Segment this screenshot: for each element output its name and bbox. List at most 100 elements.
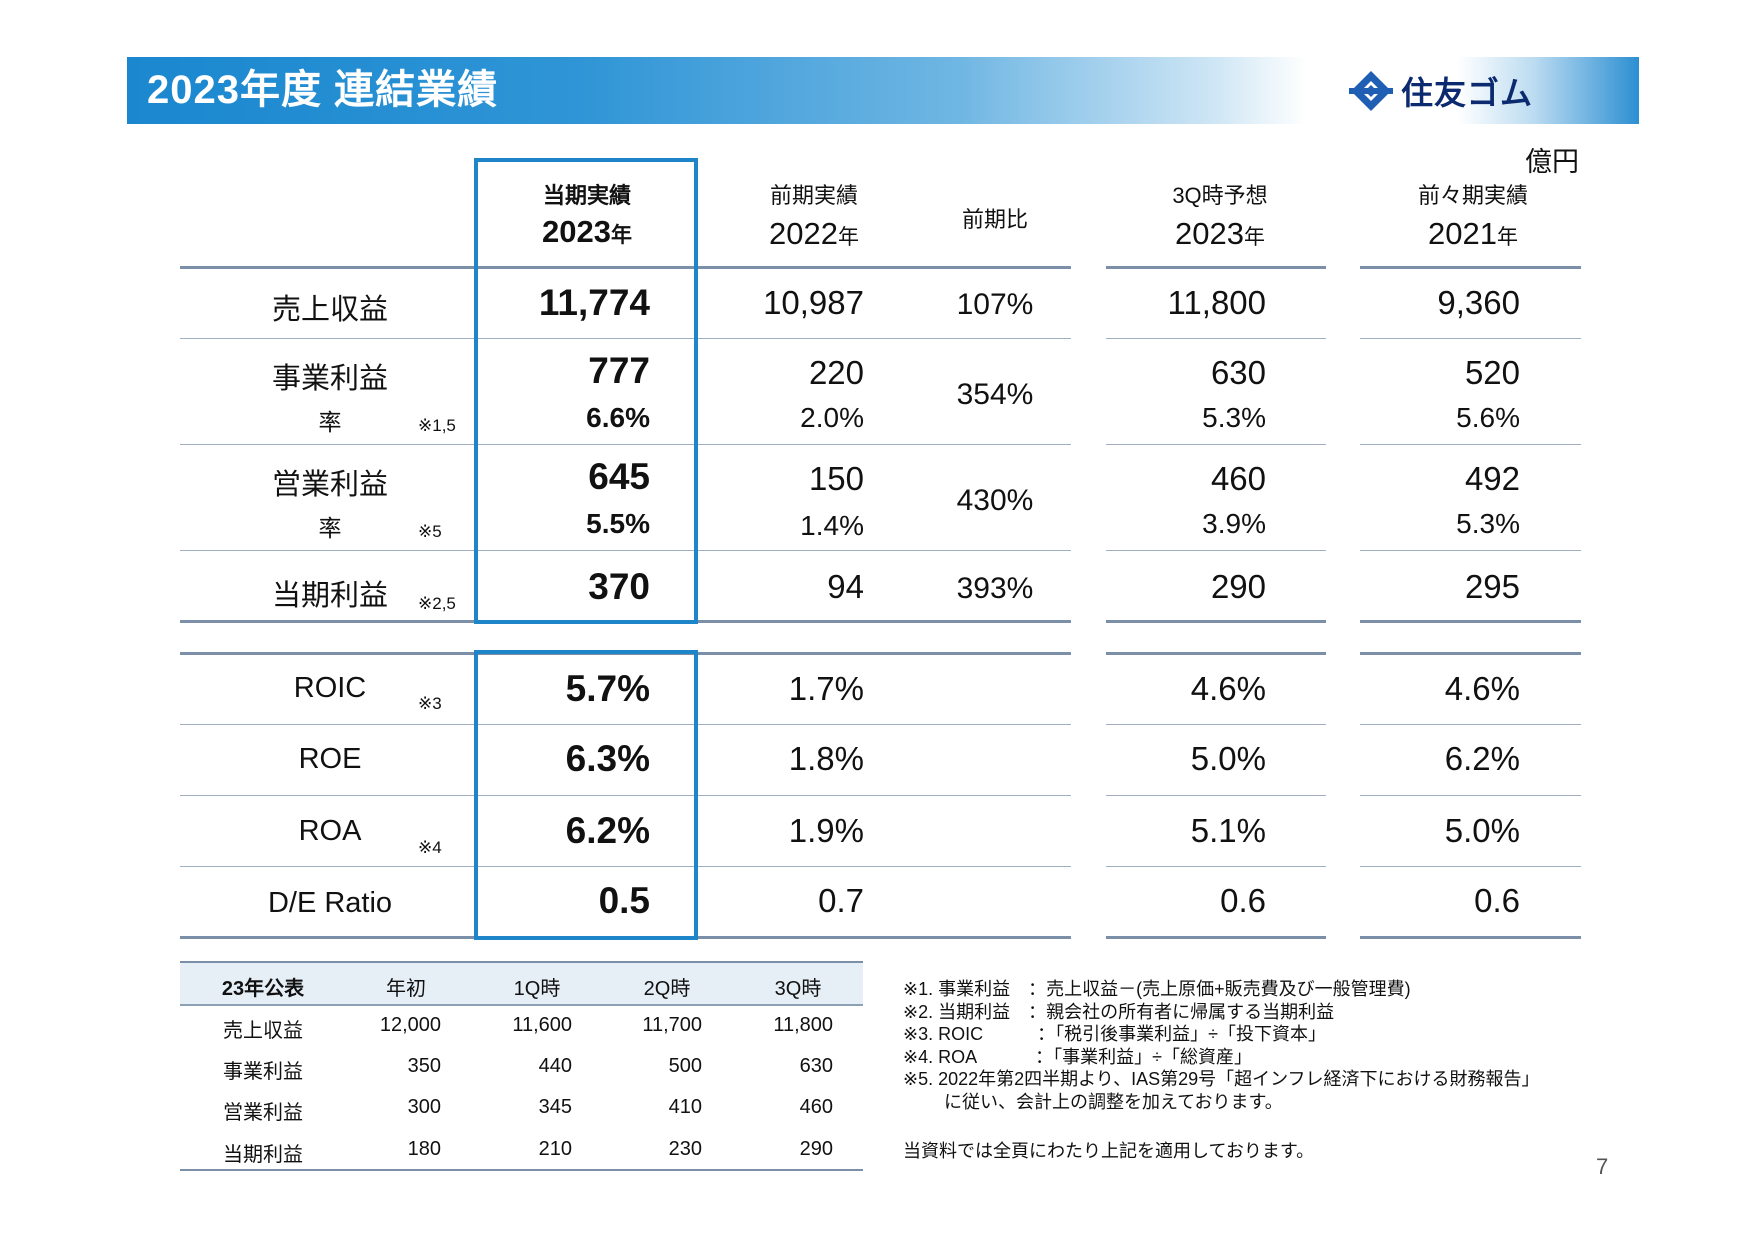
company-logo: 住友ゴム	[1349, 68, 1533, 113]
forecast-header-label: 23年公表	[221, 978, 305, 1000]
rule-ratio-1-2021	[1360, 724, 1581, 725]
forecast-cell: 345	[538, 1096, 572, 1118]
net-profit-current: 370	[588, 566, 650, 607]
current-ratio-highlight	[474, 650, 698, 940]
sumitomo-mark-icon	[1349, 70, 1393, 111]
forecast-table-header-bg	[180, 962, 863, 1004]
business-profit-rate-forecast: 5.3%	[1202, 402, 1266, 433]
row-label-operating-profit: 営業利益	[271, 469, 388, 501]
rule-ratio-top-2021	[1360, 652, 1581, 655]
logo-text: 住友ゴム	[1401, 74, 1534, 111]
rule-upper-bottom-3q	[1106, 620, 1326, 623]
header-banner: 2023年度 連結業績 住友ゴム	[127, 57, 1639, 124]
de-forecast: 0.6	[1220, 882, 1266, 919]
de-current: 0.5	[598, 880, 650, 921]
operating-profit-forecast: 460	[1210, 460, 1266, 497]
forecast-cell: 300	[407, 1096, 441, 1118]
business-profit-rate-current: 6.6%	[586, 402, 650, 433]
operating-profit-prev: 150	[808, 460, 864, 497]
forecast-cell: 630	[799, 1055, 833, 1077]
rule-row-3-3q	[1106, 550, 1326, 551]
revenue-yoy: 107%	[956, 288, 1034, 321]
col-header-prev2: 前々期実績	[1417, 183, 1528, 208]
ratio-label-roic: ROIC	[293, 672, 367, 704]
forecast-header-3q: 3Q時	[774, 978, 822, 1000]
business-profit-yoy: 354%	[956, 378, 1034, 411]
forecast-row-label: 売上収益	[223, 1020, 303, 1042]
forecast-cell: 290	[799, 1138, 833, 1160]
forecast-rule-top	[180, 961, 863, 963]
forecast-cell: 11,600	[512, 1014, 572, 1036]
roa-current: 6.2%	[565, 810, 650, 851]
forecast-rule-bottom	[180, 1169, 863, 1171]
note-business-profit: ※1,5	[418, 416, 456, 435]
operating-profit-prev2: 492	[1464, 460, 1520, 497]
forecast-cell: 350	[407, 1055, 441, 1077]
col-year-prev: 2022年	[769, 216, 859, 251]
forecast-header-2q: 2Q時	[643, 978, 691, 1000]
rule-ratio-1-3q	[1106, 724, 1326, 725]
rule-ratio-3	[180, 866, 1071, 867]
forecast-cell: 180	[407, 1138, 441, 1160]
forecast-cell: 440	[538, 1055, 572, 1077]
forecast-cell: 500	[668, 1055, 702, 1077]
row-label-net-profit: 当期利益	[271, 580, 388, 612]
forecast-header-start: 年初	[386, 978, 426, 1000]
business-profit-forecast: 630	[1210, 354, 1266, 391]
col-header-forecast: 3Q時予想	[1172, 183, 1268, 208]
ratio-label-roe: ROE	[298, 743, 362, 775]
col-header-prev: 前期実績	[769, 183, 858, 208]
footnote: ※2. 当期利益 ：親会社の所有者に帰属する当期利益	[903, 1001, 1335, 1022]
forecast-cell: 11,800	[773, 1014, 833, 1036]
forecast-cell: 12,000	[379, 1014, 441, 1036]
operating-profit-rate-forecast: 3.9%	[1202, 508, 1266, 539]
rule-ratio-3-3q	[1106, 866, 1326, 867]
operating-profit-rate-prev2: 5.3%	[1456, 508, 1520, 539]
footnotes: ※1. 事業利益 ：売上収益－(売上原価+販売費及び一般管理費) ※2. 当期利…	[903, 978, 1540, 1113]
row-rate-label-business-profit: 率	[318, 409, 342, 435]
forecast-cell: 11,700	[642, 1014, 702, 1036]
col-year-forecast: 2023年	[1175, 216, 1265, 251]
forecast-header-1q: 1Q時	[513, 978, 561, 1000]
de-prev: 0.7	[818, 882, 864, 919]
rule-ratio-top-3q	[1106, 652, 1326, 655]
operating-profit-rate-prev: 1.4%	[800, 510, 864, 541]
revenue-prev: 10,987	[763, 284, 864, 321]
business-profit-prev2: 520	[1464, 354, 1520, 391]
operating-profit-yoy: 430%	[956, 484, 1034, 517]
rule-row-2-3q	[1106, 444, 1326, 445]
business-profit-current: 777	[588, 350, 650, 391]
note-roic: ※3	[418, 694, 442, 713]
rule-ratio-2	[180, 795, 1071, 796]
ratio-label-roa: ROA	[298, 815, 362, 847]
footnote: に従い、会計上の調整を加えております。	[903, 1091, 1283, 1112]
rule-header-bottom-3q	[1106, 266, 1326, 269]
footnote: ※4. ROA ：「事業利益」÷「総資産」	[903, 1046, 1252, 1067]
operating-profit-current: 645	[588, 456, 650, 497]
roa-prev: 1.9%	[788, 812, 864, 849]
forecast-cell: 230	[668, 1138, 702, 1160]
page-number: 7	[1596, 1154, 1609, 1179]
business-profit-rate-prev: 2.0%	[800, 402, 864, 433]
roic-prev: 1.7%	[788, 670, 864, 707]
roe-prev2: 6.2%	[1444, 740, 1520, 777]
row-label-business-profit: 事業利益	[271, 363, 388, 395]
col-year-prev2: 2021年	[1428, 216, 1518, 251]
col-header-current: 当期実績	[542, 183, 631, 208]
rule-header-bottom	[180, 266, 1071, 269]
rule-upper-bottom-2021	[1360, 620, 1581, 623]
col-header-yoy: 前期比	[961, 207, 1028, 232]
rule-ratio-bottom-3q	[1106, 936, 1326, 939]
rule-ratio-2-2021	[1360, 795, 1581, 796]
note-roa: ※4	[418, 838, 442, 857]
rule-ratio-bottom-2021	[1360, 936, 1581, 939]
rule-ratio-3-2021	[1360, 866, 1581, 867]
forecast-row-label: 当期利益	[223, 1144, 303, 1166]
rule-row-3-2021	[1360, 550, 1581, 551]
roe-current: 6.3%	[565, 738, 650, 779]
unit-label: 億円	[1525, 147, 1579, 177]
col-year-current: 2023年	[542, 214, 632, 249]
rule-row-1-2021	[1360, 338, 1581, 339]
current-period-highlight	[474, 158, 698, 624]
forecast-cell: 210	[538, 1138, 572, 1160]
